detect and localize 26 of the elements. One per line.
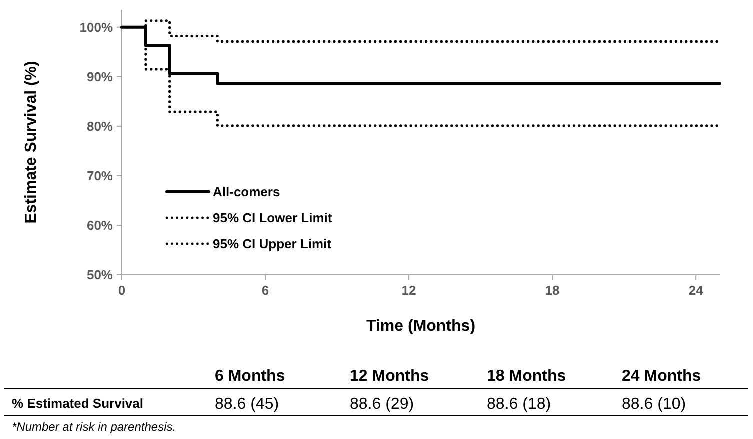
y-axis-title: Estimate Survival (%) [23, 61, 40, 224]
y-tick-label: 50% [86, 268, 114, 283]
text: 6 Months [215, 368, 286, 385]
y-tick-label: 70% [86, 168, 114, 184]
y-tick-label: 60% [86, 218, 114, 234]
text: 88.6 (29) [350, 396, 414, 413]
x-tick-label: 0 [118, 283, 126, 298]
x-axis-title: Time (Months) [366, 318, 476, 335]
legend-label: All-comers [213, 184, 280, 200]
text: % Estimated Survival [12, 396, 144, 411]
y-tick-label: 80% [86, 118, 114, 134]
y-tick-label: 100% [80, 20, 114, 35]
text: 88.6 (45) [215, 396, 280, 413]
text: 24 Months [622, 368, 702, 385]
x-tick-label: 6 [262, 283, 270, 298]
text: 88.6 (18) [487, 396, 552, 413]
text: 88.6 (10) [622, 396, 686, 413]
text: *Number at risk in parenthesis. [12, 420, 176, 434]
legend-label: 95% CI Upper Limit [213, 236, 332, 252]
legend-label: 95% CI Lower Limit [213, 210, 333, 226]
x-tick-label: 24 [688, 283, 704, 298]
text: 18 Months [487, 368, 566, 385]
y-tick-label: 90% [86, 69, 114, 84]
text: 12 Months [350, 368, 430, 385]
x-tick-label: 18 [545, 283, 560, 298]
x-tick-label: 12 [402, 283, 416, 298]
